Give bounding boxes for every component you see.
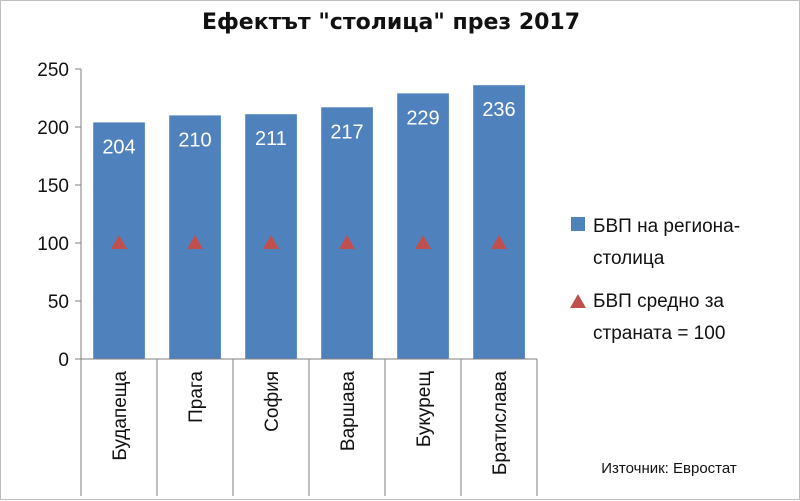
data-label-1: 204 xyxy=(102,136,135,158)
legend-item-bars: БВП на региона-столица xyxy=(571,216,740,269)
bar-5 xyxy=(397,93,449,360)
legend-text-bars-line-1: БВП на региона- xyxy=(593,216,740,237)
marker-6 xyxy=(491,235,507,249)
source-note: Източник: Евростат xyxy=(601,460,737,477)
category-label-3: София xyxy=(262,371,283,432)
marker-2 xyxy=(187,235,203,249)
data-label-6: 236 xyxy=(482,99,515,121)
marker-4 xyxy=(339,235,355,249)
category-label-4: Варшава xyxy=(338,371,359,451)
y-tick-label-3: 100 xyxy=(37,234,69,255)
marker-3 xyxy=(263,235,279,249)
y-tick-label-6: 250 xyxy=(37,60,69,81)
legend-swatch-markers xyxy=(570,294,586,308)
bar-4 xyxy=(321,107,373,359)
category-label-5: Букурещ xyxy=(414,371,435,447)
category-label-6: Братислава xyxy=(490,371,511,476)
category-label-2: Прага xyxy=(186,371,207,423)
y-tick-label-1: 0 xyxy=(58,350,69,371)
marker-1 xyxy=(111,235,127,249)
marker-5 xyxy=(415,235,431,249)
data-label-5: 229 xyxy=(406,107,439,129)
legend-item-markers: БВП средно за страната = 100 xyxy=(570,291,725,344)
category-label-1: Будапеща xyxy=(110,371,131,461)
legend-text-markers-line-1: БВП средно за xyxy=(593,291,724,312)
y-tick-label-5: 200 xyxy=(37,118,69,139)
chart-title: Ефектът "столица" през 2017 xyxy=(202,10,580,35)
legend-swatch-bars xyxy=(571,217,585,231)
legend-text-bars-line-2: столица xyxy=(593,248,665,269)
y-tick-label-2: 50 xyxy=(48,292,69,313)
bar-6 xyxy=(473,85,525,359)
data-label-3: 211 xyxy=(255,128,287,150)
data-label-2: 210 xyxy=(178,129,211,151)
legend-text-markers-line-2: страната = 100 xyxy=(593,323,725,344)
y-tick-label-4: 150 xyxy=(37,176,69,197)
data-label-4: 217 xyxy=(330,121,363,143)
